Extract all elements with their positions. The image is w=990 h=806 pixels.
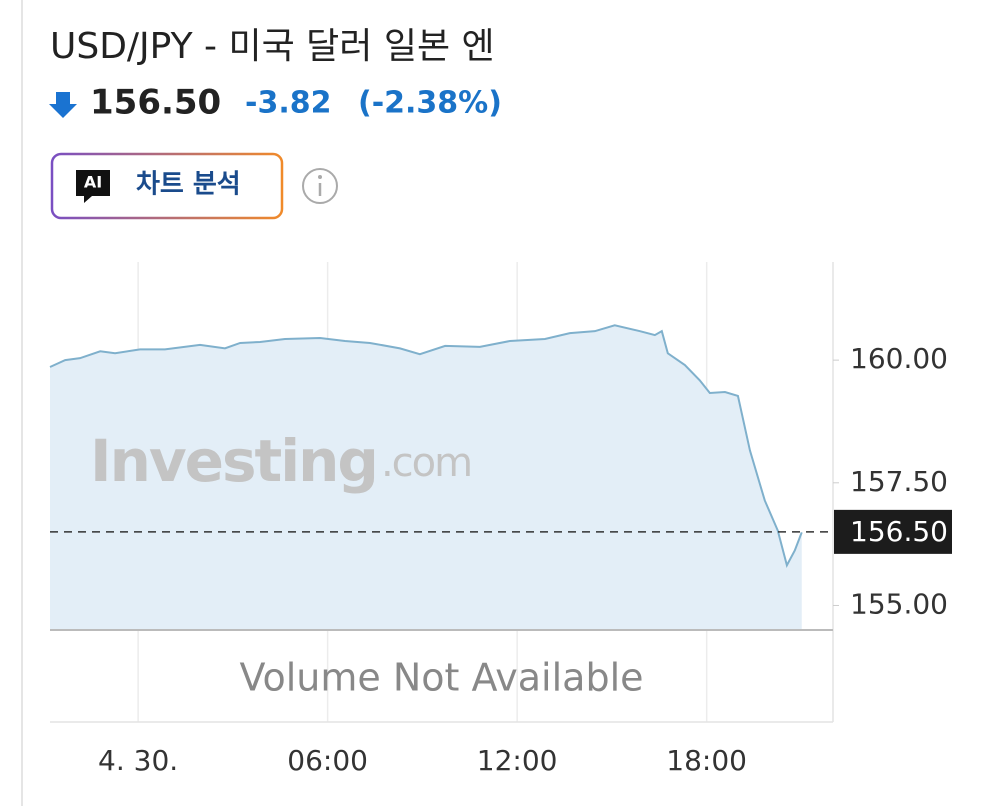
- watermark: Investing .com: [90, 427, 471, 495]
- ai-icon: [76, 170, 110, 203]
- x-tick-label: 18:00: [666, 744, 747, 777]
- change: -3.82: [245, 86, 331, 121]
- ai-button[interactable]: AI 차트 분석: [50, 152, 284, 220]
- y-tick-label: 155.00: [850, 587, 948, 620]
- area: [50, 325, 802, 630]
- x-tick-label: 12:00: [477, 744, 558, 777]
- change-percent: (-2.38%): [358, 86, 502, 121]
- volume-note: Volume Not Available: [239, 656, 643, 700]
- watermark-suffix: .com: [381, 440, 471, 486]
- info-icon[interactable]: [302, 168, 338, 204]
- button-label[interactable]: 차트 분석: [136, 170, 241, 200]
- price: 156.50: [90, 83, 221, 123]
- x-tick-label: 4. 30.: [98, 744, 178, 777]
- price-line: [49, 324, 803, 568]
- down-arrow: [49, 92, 77, 118]
- watermark-brand: Investing: [90, 427, 377, 495]
- y-tick-label: 157.50: [850, 465, 948, 498]
- y-tick-label: 160.00: [850, 342, 948, 375]
- chart: Investing .com Volume Not Available 155.00 1…: [49, 262, 952, 777]
- x-tick-label: 06:00: [287, 744, 368, 777]
- current-price-box: [834, 509, 952, 554]
- current-price-label: 156.50: [850, 515, 948, 548]
- ai-icon-text: AI: [84, 173, 102, 192]
- info-dot: [318, 175, 322, 179]
- info-circle[interactable]: [302, 168, 338, 204]
- title: USD/JPY - 미국 달러 일본 엔: [50, 26, 495, 67]
